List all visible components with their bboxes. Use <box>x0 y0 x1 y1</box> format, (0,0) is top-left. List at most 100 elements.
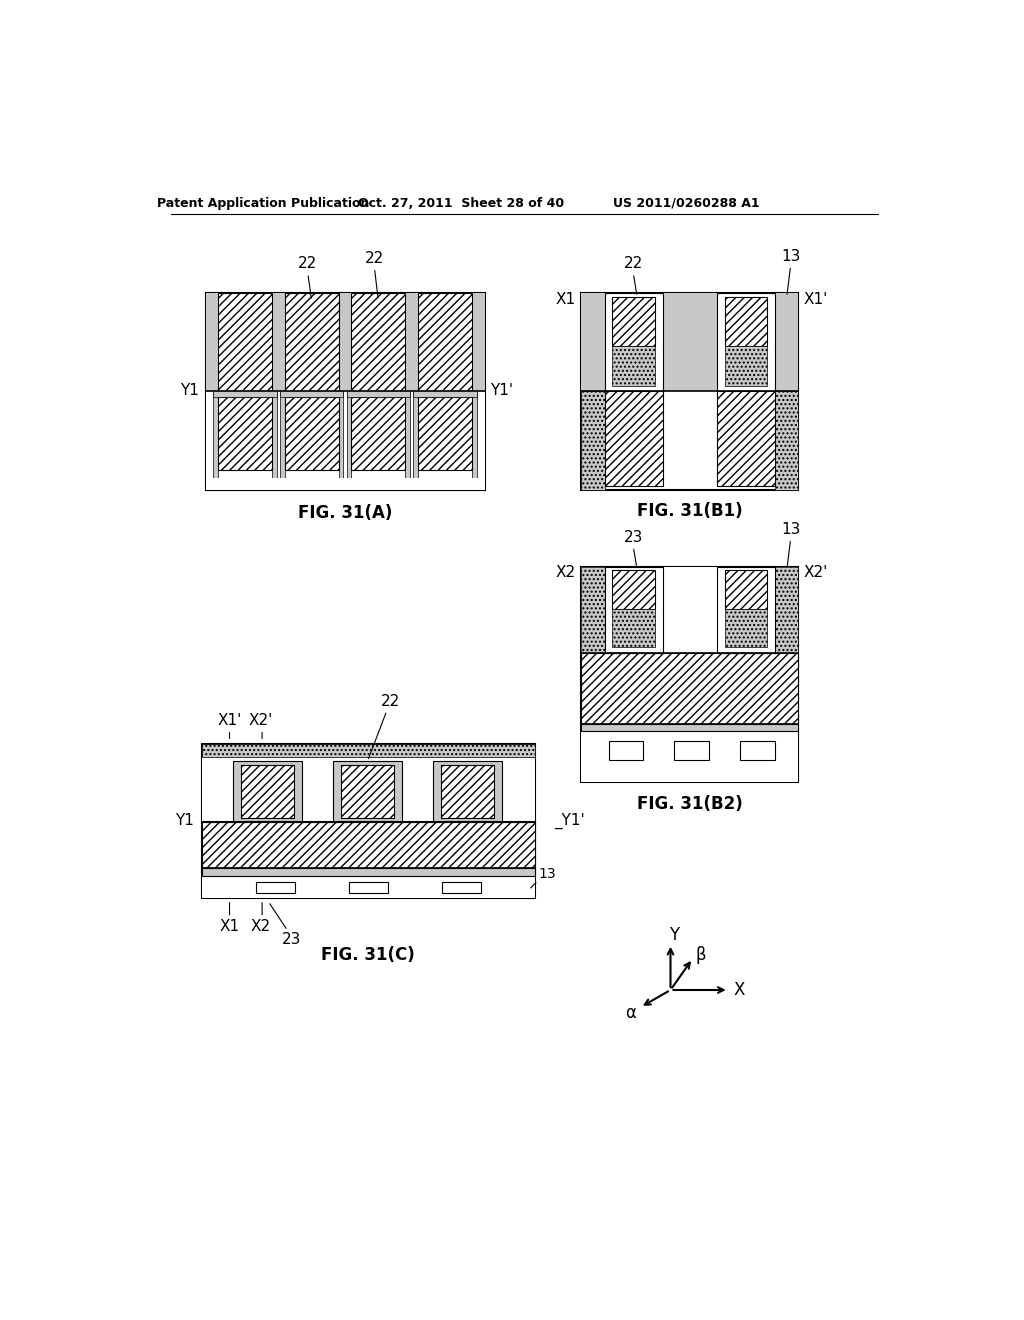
Text: X: X <box>733 981 744 999</box>
Bar <box>582 566 799 781</box>
Text: Oct. 27, 2011  Sheet 28 of 40: Oct. 27, 2011 Sheet 28 of 40 <box>358 197 564 210</box>
Bar <box>202 876 535 898</box>
Text: X2: X2 <box>251 919 270 935</box>
Bar <box>349 882 388 892</box>
Bar <box>206 293 484 391</box>
Bar <box>675 741 710 760</box>
Bar <box>339 391 343 478</box>
Text: FIG. 31(B2): FIG. 31(B2) <box>637 795 742 813</box>
Bar <box>218 397 272 470</box>
Bar <box>433 760 502 822</box>
Text: Y1': Y1' <box>490 383 513 399</box>
Text: X2': X2' <box>803 565 827 581</box>
Bar <box>582 731 799 781</box>
Bar <box>582 293 799 490</box>
Bar <box>280 391 343 397</box>
Bar <box>206 293 484 490</box>
Text: X1': X1' <box>217 713 242 729</box>
Bar <box>241 766 294 818</box>
Bar <box>442 882 480 892</box>
Bar <box>604 391 663 486</box>
Bar <box>612 609 655 647</box>
Bar <box>233 760 302 822</box>
Bar <box>582 566 604 653</box>
Bar <box>418 397 472 470</box>
Bar <box>414 391 418 478</box>
Text: US 2011/0260288 A1: US 2011/0260288 A1 <box>612 197 760 210</box>
Text: FIG. 31(A): FIG. 31(A) <box>298 504 392 521</box>
Bar <box>202 743 535 898</box>
Bar <box>582 566 799 653</box>
Bar <box>414 391 477 397</box>
Bar <box>582 293 799 391</box>
Text: Y1: Y1 <box>175 813 194 828</box>
Bar <box>582 391 604 490</box>
Text: FIG. 31(C): FIG. 31(C) <box>322 946 415 965</box>
Bar <box>612 346 655 385</box>
Bar <box>351 293 406 391</box>
Bar <box>202 869 535 876</box>
Bar <box>441 766 494 818</box>
Text: 22: 22 <box>298 256 317 272</box>
Bar <box>717 391 775 486</box>
Bar <box>775 391 799 490</box>
Text: _Y1': _Y1' <box>554 813 585 829</box>
Bar <box>285 293 339 391</box>
Text: 13: 13 <box>781 248 801 264</box>
Bar <box>725 609 767 647</box>
Bar <box>202 822 535 869</box>
Bar <box>213 391 218 478</box>
Bar <box>206 478 484 490</box>
Bar <box>740 741 775 760</box>
Bar <box>206 391 484 490</box>
Text: X1': X1' <box>803 292 827 306</box>
Text: 23: 23 <box>624 529 643 545</box>
Text: Y1: Y1 <box>180 383 200 399</box>
Bar <box>256 882 295 892</box>
Bar <box>604 293 663 391</box>
Bar <box>604 566 775 653</box>
Text: 22: 22 <box>365 251 384 267</box>
Bar <box>604 566 663 653</box>
Text: 22: 22 <box>381 694 400 709</box>
Bar <box>334 760 401 822</box>
Bar <box>202 743 535 758</box>
Bar <box>272 391 276 478</box>
Text: Y: Y <box>670 925 680 944</box>
Bar <box>472 391 477 478</box>
Bar <box>612 297 655 346</box>
Bar <box>218 293 272 391</box>
Bar <box>612 570 655 609</box>
Text: Patent Application Publication: Patent Application Publication <box>158 197 370 210</box>
Bar <box>341 766 394 818</box>
Text: 13: 13 <box>781 521 801 537</box>
Bar <box>280 391 285 478</box>
Text: X2': X2' <box>249 713 272 729</box>
Bar <box>406 391 410 478</box>
Text: 22: 22 <box>624 256 643 272</box>
Bar <box>717 566 775 653</box>
Text: α: α <box>626 1005 637 1023</box>
Bar <box>725 570 767 609</box>
Bar <box>775 566 799 653</box>
Bar <box>346 391 410 397</box>
Bar <box>285 397 339 470</box>
Text: 23: 23 <box>282 932 301 948</box>
Bar <box>582 723 799 731</box>
Bar <box>202 758 535 822</box>
Bar <box>213 391 276 397</box>
Bar <box>717 293 775 391</box>
Text: X2: X2 <box>556 565 575 581</box>
Text: FIG. 31(B1): FIG. 31(B1) <box>637 502 742 520</box>
Bar <box>608 741 643 760</box>
Text: 13: 13 <box>539 867 556 882</box>
Bar <box>346 391 351 478</box>
Text: X1: X1 <box>219 919 240 935</box>
Bar <box>725 297 767 346</box>
Bar <box>725 346 767 385</box>
Bar <box>351 397 406 470</box>
Bar <box>582 653 799 723</box>
Text: X1: X1 <box>556 292 575 306</box>
Text: β: β <box>695 945 706 964</box>
Bar <box>418 293 472 391</box>
